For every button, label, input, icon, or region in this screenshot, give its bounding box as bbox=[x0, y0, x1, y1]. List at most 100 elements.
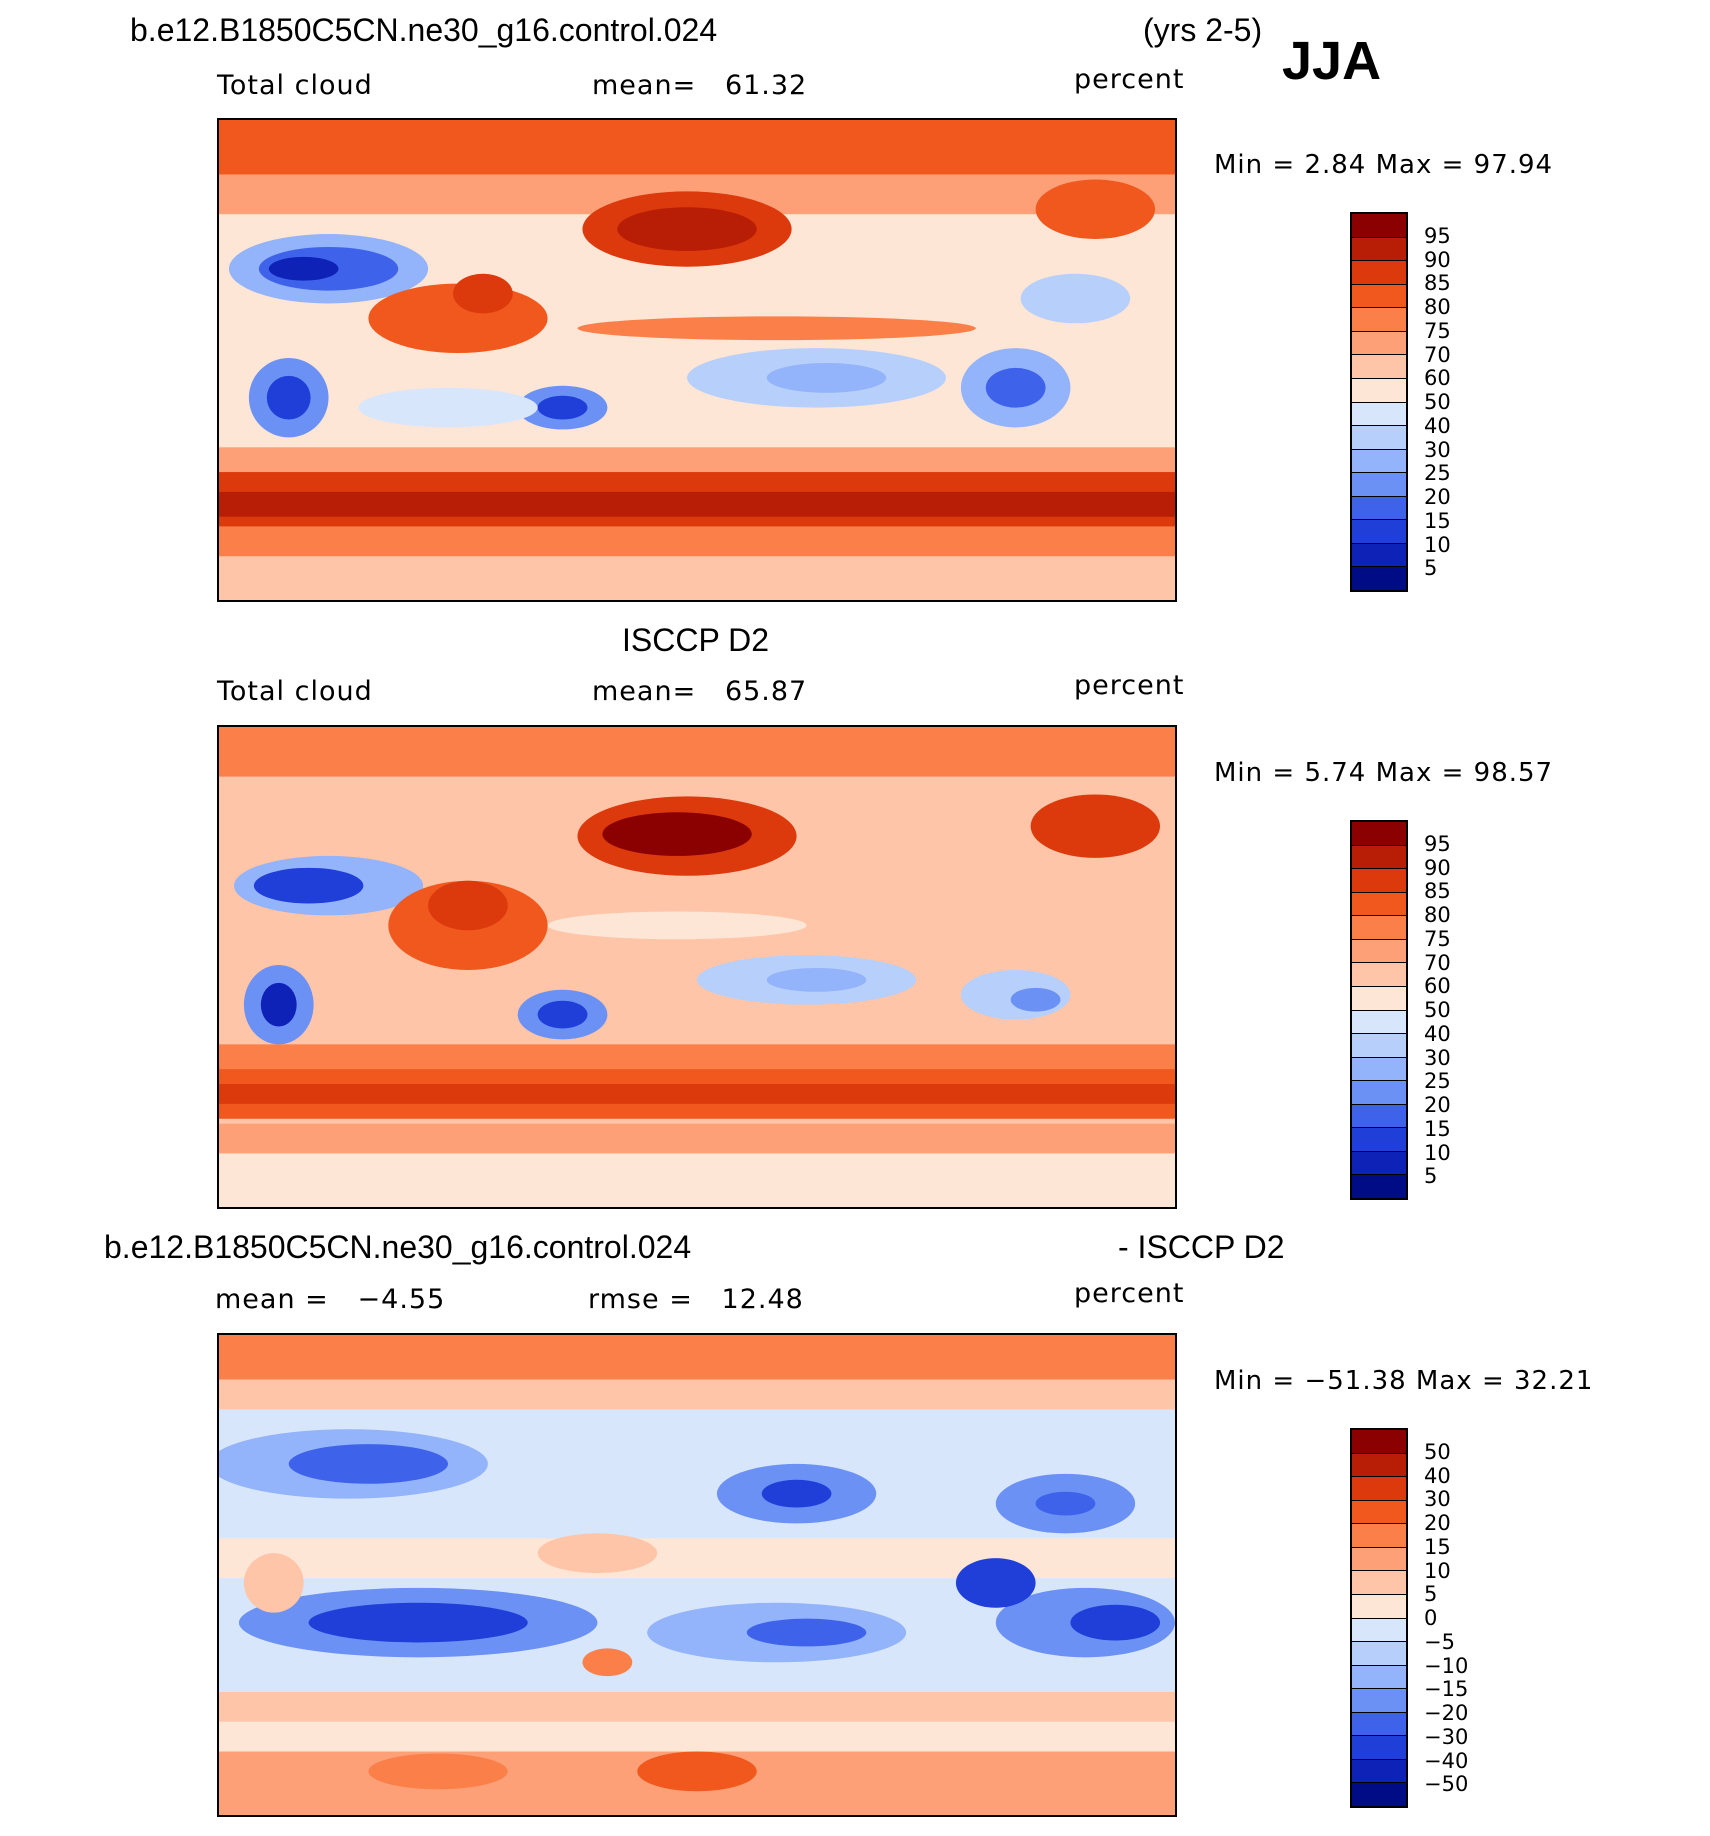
colorbar-swatch bbox=[1352, 869, 1406, 893]
colorbar-swatch bbox=[1352, 284, 1406, 309]
colorbar-tick-label: −10 bbox=[1424, 1653, 1469, 1678]
colorbar-tick-label: 60 bbox=[1424, 974, 1451, 999]
colorbar-swatch bbox=[1352, 426, 1406, 450]
panel2-variable-label: Total cloud bbox=[217, 676, 373, 707]
colorbar-tick-label: 10 bbox=[1424, 1140, 1451, 1165]
colorbar-swatch bbox=[1352, 939, 1406, 964]
colorbar-swatch bbox=[1352, 237, 1406, 262]
colorbar-swatch bbox=[1352, 1010, 1406, 1035]
colorbar-tick-label: 40 bbox=[1424, 1021, 1451, 1046]
colorbar-tick-label: 25 bbox=[1424, 461, 1451, 486]
colorbar-swatch bbox=[1352, 1430, 1406, 1454]
panel1-colorbar-swatches bbox=[1350, 212, 1408, 592]
colorbar-tick-label: −50 bbox=[1424, 1772, 1469, 1797]
panel3-units-label: percent bbox=[1074, 1278, 1185, 1309]
colorbar-tick-label: 0 bbox=[1424, 1606, 1438, 1630]
colorbar-tick-label: 15 bbox=[1424, 1116, 1451, 1141]
colorbar-tick-label: 15 bbox=[1424, 1534, 1451, 1559]
colorbar-swatch bbox=[1352, 378, 1406, 403]
colorbar-swatch bbox=[1352, 1665, 1406, 1690]
colorbar-tick-label: 15 bbox=[1424, 508, 1451, 533]
colorbar-swatch bbox=[1352, 520, 1406, 544]
colorbar-tick-label: 30 bbox=[1424, 1045, 1451, 1070]
colorbar-tick-label: 30 bbox=[1424, 437, 1451, 462]
colorbar-tick-label: 85 bbox=[1424, 271, 1451, 296]
panel1-variable-label: Total cloud bbox=[217, 70, 373, 101]
panel1-map bbox=[217, 118, 1177, 602]
panel3-map bbox=[217, 1333, 1177, 1817]
colorbar-swatch bbox=[1352, 963, 1406, 987]
colorbar-tick-label: 25 bbox=[1424, 1069, 1451, 1094]
colorbar-swatch bbox=[1352, 1759, 1406, 1784]
colorbar-swatch bbox=[1352, 1571, 1406, 1595]
colorbar-tick-label: 40 bbox=[1424, 1463, 1451, 1488]
colorbar-tick-label: 50 bbox=[1424, 1439, 1451, 1464]
colorbar-swatch bbox=[1352, 1057, 1406, 1082]
colorbar-swatch bbox=[1352, 567, 1406, 590]
colorbar-tick-label: −30 bbox=[1424, 1724, 1469, 1749]
colorbar-tick-label: 20 bbox=[1424, 1511, 1451, 1535]
colorbar-swatch bbox=[1352, 916, 1406, 940]
colorbar-swatch bbox=[1352, 1477, 1406, 1501]
colorbar-tick-label: 30 bbox=[1424, 1487, 1451, 1512]
panel1-min-max: Min = 2.84 Max = 97.94 bbox=[1214, 150, 1554, 180]
colorbar-swatch bbox=[1352, 1151, 1406, 1176]
colorbar-swatch bbox=[1352, 214, 1406, 238]
panel2-units-label: percent bbox=[1074, 670, 1185, 701]
colorbar-tick-label: 20 bbox=[1424, 485, 1451, 509]
panel2-min-max: Min = 5.74 Max = 98.57 bbox=[1214, 758, 1554, 788]
panel2-mean-label: mean= 65.87 bbox=[592, 676, 808, 707]
colorbar-swatch bbox=[1352, 331, 1406, 356]
colorbar-swatch bbox=[1352, 1736, 1406, 1760]
colorbar-swatch bbox=[1352, 1128, 1406, 1152]
panel3-title-obs: - ISCCP D2 bbox=[1118, 1229, 1285, 1265]
years-label: (yrs 2-5) bbox=[1143, 12, 1263, 48]
colorbar-tick-label: 95 bbox=[1424, 831, 1451, 856]
colorbar-swatch bbox=[1352, 1500, 1406, 1525]
panel1-mean-label: mean= 61.32 bbox=[592, 70, 808, 101]
colorbar-tick-label: 5 bbox=[1424, 1582, 1438, 1607]
colorbar-tick-label: 75 bbox=[1424, 926, 1451, 951]
colorbar-swatch bbox=[1352, 1689, 1406, 1713]
colorbar-tick-label: 50 bbox=[1424, 998, 1451, 1022]
colorbar-swatch bbox=[1352, 845, 1406, 870]
colorbar-tick-label: −5 bbox=[1424, 1629, 1455, 1654]
colorbar-swatch bbox=[1352, 1034, 1406, 1058]
colorbar-swatch bbox=[1352, 892, 1406, 917]
colorbar-swatch bbox=[1352, 986, 1406, 1011]
colorbar-swatch bbox=[1352, 1453, 1406, 1478]
season-label: JJA bbox=[1282, 31, 1382, 91]
colorbar-swatch bbox=[1352, 261, 1406, 285]
colorbar-swatch bbox=[1352, 473, 1406, 497]
panel3-min-max: Min = −51.38 Max = 32.21 bbox=[1214, 1366, 1594, 1396]
colorbar-swatch bbox=[1352, 822, 1406, 846]
panel3-colorbar-swatches bbox=[1350, 1428, 1408, 1808]
colorbar-swatch bbox=[1352, 355, 1406, 379]
colorbar-tick-label: 5 bbox=[1424, 556, 1438, 581]
colorbar-swatch bbox=[1352, 1594, 1406, 1619]
colorbar-swatch bbox=[1352, 1642, 1406, 1666]
colorbar-tick-label: 90 bbox=[1424, 247, 1451, 272]
colorbar-swatch bbox=[1352, 402, 1406, 427]
panel1-units-label: percent bbox=[1074, 64, 1185, 95]
colorbar-swatch bbox=[1352, 1783, 1406, 1806]
colorbar-tick-label: 90 bbox=[1424, 855, 1451, 880]
colorbar-tick-label: 80 bbox=[1424, 295, 1451, 319]
case-name: b.e12.B1850C5CN.ne30_g16.control.024 bbox=[130, 12, 718, 48]
colorbar-tick-label: 70 bbox=[1424, 950, 1451, 975]
colorbar-tick-label: 5 bbox=[1424, 1164, 1438, 1189]
colorbar-swatch bbox=[1352, 1175, 1406, 1198]
colorbar-swatch bbox=[1352, 496, 1406, 521]
panel3-rmse-label: rmse = 12.48 bbox=[588, 1284, 804, 1315]
colorbar-tick-label: −15 bbox=[1424, 1677, 1469, 1702]
colorbar-tick-label: 20 bbox=[1424, 1093, 1451, 1117]
colorbar-tick-label: 10 bbox=[1424, 1558, 1451, 1583]
colorbar-tick-label: −40 bbox=[1424, 1748, 1469, 1773]
colorbar-tick-label: 75 bbox=[1424, 318, 1451, 343]
colorbar-swatch bbox=[1352, 1547, 1406, 1572]
colorbar-swatch bbox=[1352, 308, 1406, 332]
panel3-mean-label: mean = −4.55 bbox=[215, 1284, 446, 1315]
panel2-colorbar-swatches bbox=[1350, 820, 1408, 1200]
colorbar-tick-label: 70 bbox=[1424, 342, 1451, 367]
colorbar-swatch bbox=[1352, 1712, 1406, 1737]
